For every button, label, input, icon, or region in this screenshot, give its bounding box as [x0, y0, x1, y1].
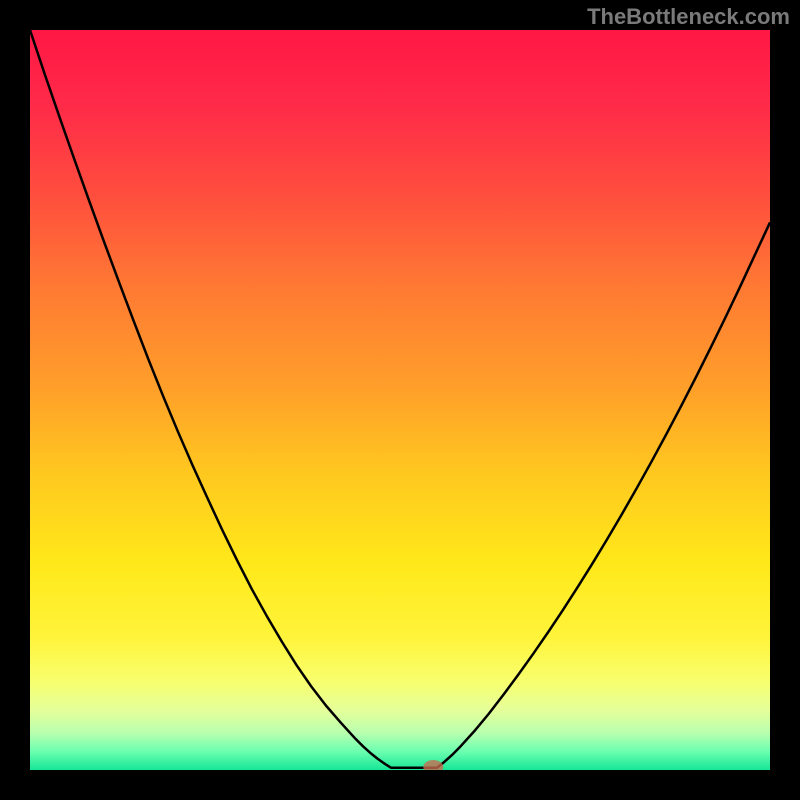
watermark-text: TheBottleneck.com — [587, 4, 790, 30]
bottleneck-curve-chart — [0, 0, 800, 800]
chart-container: TheBottleneck.com — [0, 0, 800, 800]
gradient-background — [30, 30, 770, 770]
